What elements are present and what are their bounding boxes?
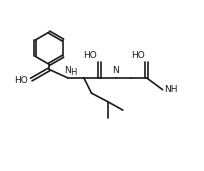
Text: N: N <box>64 66 71 75</box>
Text: HO: HO <box>14 76 28 85</box>
Text: H: H <box>70 68 76 76</box>
Text: N: N <box>112 66 119 75</box>
Text: HO: HO <box>83 51 97 60</box>
Text: HO: HO <box>130 51 144 60</box>
Text: NH: NH <box>163 85 176 94</box>
